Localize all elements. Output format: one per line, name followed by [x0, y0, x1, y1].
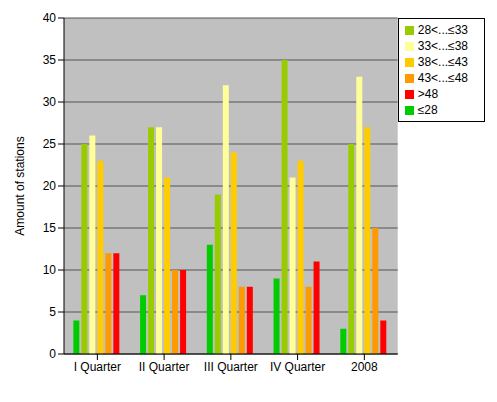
svg-text:40: 40	[43, 11, 57, 25]
svg-text:20: 20	[43, 179, 57, 193]
svg-text:35: 35	[43, 53, 57, 67]
svg-text:15: 15	[43, 221, 57, 235]
html-text:43<...≤48: 43<...≤48	[417, 71, 468, 85]
svg-text:0: 0	[49, 347, 56, 361]
svg-text:III Quarter: III Quarter	[204, 360, 258, 374]
svg-text:2008: 2008	[351, 360, 378, 374]
svg-text:10: 10	[43, 263, 57, 277]
html-text:≤28: ≤28	[417, 103, 438, 117]
html-text:38<...≤43: 38<...≤43	[417, 55, 468, 69]
html-text:>48: >48	[417, 87, 439, 101]
svg-text:IV Quarter: IV Quarter	[270, 360, 325, 374]
html-text:28<...≤33: 28<...≤33	[417, 23, 468, 37]
svg-text:5: 5	[49, 305, 56, 319]
svg-text:30: 30	[43, 95, 57, 109]
svg-text:I Quarter: I Quarter	[74, 360, 121, 374]
svg-text:Amount of stations: Amount of stations	[13, 136, 27, 235]
svg-text:25: 25	[43, 137, 57, 151]
svg-text:II Quarter: II Quarter	[139, 360, 190, 374]
html-text:33<...≤38: 33<...≤38	[417, 39, 468, 53]
